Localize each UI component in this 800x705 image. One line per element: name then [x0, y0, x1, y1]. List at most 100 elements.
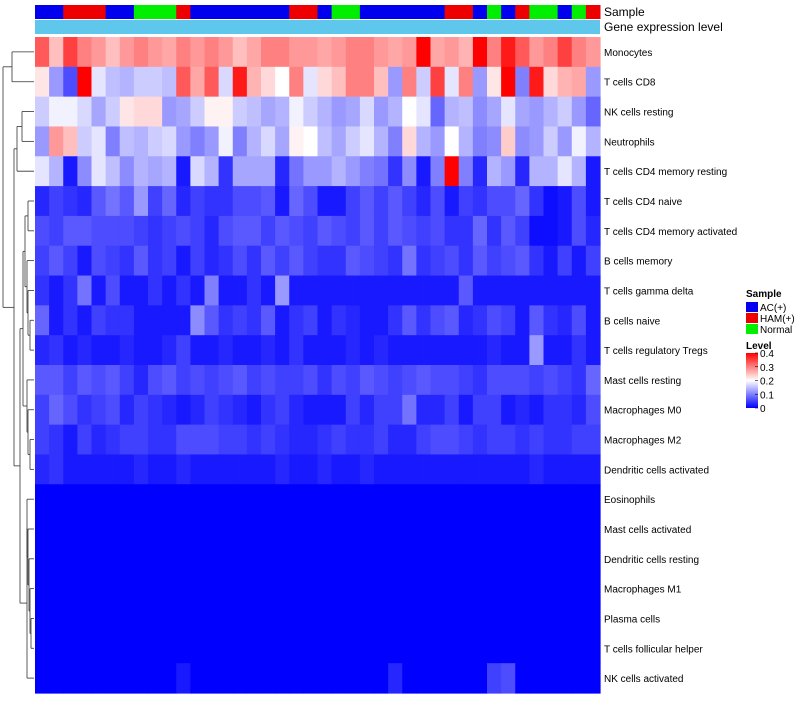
heatmap-cell: [246, 245, 262, 277]
heatmap-cell: [585, 275, 601, 306]
heatmap-cell: [246, 514, 262, 545]
heatmap-cell: [91, 543, 107, 575]
heatmap-cell: [331, 186, 347, 217]
heatmap-cell: [515, 514, 530, 545]
heatmap-cell: [458, 245, 474, 277]
heatmap-cell: [345, 96, 361, 128]
heatmap-cell: [218, 394, 234, 426]
heatmap-cell: [501, 245, 516, 277]
heatmap-cell: [430, 543, 446, 575]
heatmap-cell: [430, 633, 446, 664]
heatmap-cell: [487, 275, 502, 306]
heatmap-cell: [317, 365, 333, 396]
heatmap-cell: [416, 454, 432, 485]
heatmap-cell: [218, 514, 234, 545]
row-label: T cells CD4 memory activated: [604, 227, 737, 238]
heatmap-cell: [585, 126, 601, 157]
heatmap-cell: [162, 543, 177, 575]
heatmap-cell: [374, 275, 389, 306]
heatmap-cell: [374, 573, 389, 605]
heatmap-cell: [317, 156, 333, 187]
heatmap-cell: [557, 484, 573, 515]
heatmap-cell: [105, 156, 121, 187]
heatmap-cell: [232, 663, 248, 694]
heatmap-cell: [246, 365, 262, 396]
row-label: Plasma cells: [604, 614, 660, 625]
heatmap-cell: [430, 186, 446, 217]
heatmap-cell: [275, 335, 290, 366]
heatmap-cell: [303, 215, 319, 247]
heatmap-cell: [148, 573, 163, 605]
heatmap-cell: [359, 37, 375, 68]
heatmap-cell: [119, 603, 135, 634]
heatmap-cell: [232, 543, 248, 575]
heatmap-cell: [359, 424, 375, 456]
heatmap-cell: [204, 96, 220, 128]
heatmap-cell: [388, 603, 403, 634]
heatmap-cell: [289, 37, 304, 68]
heatmap-cell: [543, 365, 559, 396]
sample-cell: [289, 5, 304, 19]
heatmap-cell: [77, 156, 93, 187]
sample-cell: [176, 5, 191, 19]
heatmap-cell: [148, 633, 163, 664]
heatmap-cell: [374, 37, 389, 68]
expression-annotation-label: Gene expression level: [604, 20, 723, 34]
heatmap-cell: [416, 96, 432, 128]
heatmap-cell: [416, 394, 432, 426]
heatmap-cell: [543, 424, 559, 456]
heatmap-cell: [162, 245, 177, 277]
heatmap-cell: [430, 126, 446, 157]
heatmap-cell: [119, 37, 135, 68]
heatmap-cell: [585, 156, 601, 187]
heatmap-cell: [345, 275, 361, 306]
heatmap-cell: [35, 573, 50, 605]
heatmap-cell: [289, 215, 304, 247]
heatmap-cell: [571, 37, 587, 68]
heatmap-cell: [133, 215, 149, 247]
heatmap-cell: [501, 454, 516, 485]
heatmap-cell: [133, 543, 149, 575]
heatmap-cell: [543, 663, 559, 694]
heatmap-cell: [35, 603, 50, 634]
heatmap-cell: [176, 156, 191, 187]
heatmap-cell: [444, 66, 460, 98]
heatmap-cell: [543, 186, 559, 217]
heatmap-cell: [487, 514, 502, 545]
heatmap-cell: [218, 245, 234, 277]
heatmap-cell: [204, 543, 220, 575]
heatmap-cell: [176, 394, 191, 426]
heatmap-cell: [487, 37, 502, 68]
heatmap-cell: [49, 365, 64, 396]
heatmap-cell: [529, 573, 545, 605]
heatmap-cell: [430, 514, 446, 545]
heatmap-cell: [133, 484, 149, 515]
heatmap-cell: [529, 275, 545, 306]
heatmap-cell: [190, 633, 206, 664]
row-label: NK cells activated: [604, 674, 683, 685]
heatmap-cell: [162, 66, 177, 98]
heatmap-cell: [190, 66, 206, 98]
heatmap-cell: [543, 543, 559, 575]
heatmap-cell: [162, 603, 177, 634]
row-label: B cells naive: [604, 316, 661, 327]
heatmap-cell: [133, 365, 149, 396]
heatmap-cell: [49, 543, 64, 575]
sample-cell: [77, 5, 92, 19]
heatmap-cell: [77, 245, 93, 277]
heatmap-cell: [261, 454, 276, 485]
heatmap-cell: [133, 186, 149, 217]
heatmap-cell: [416, 514, 432, 545]
heatmap-cell: [105, 365, 121, 396]
heatmap-cell: [416, 484, 432, 515]
heatmap-cell: [35, 37, 50, 68]
heatmap-cell: [331, 156, 347, 187]
heatmap-cell: [529, 215, 545, 247]
heatmap-cell: [402, 365, 417, 396]
heatmap-cell: [105, 633, 121, 664]
heatmap-cell: [585, 245, 601, 277]
heatmap-cell: [133, 126, 149, 157]
heatmap-cell: [91, 663, 107, 694]
heatmap-cell: [571, 186, 587, 217]
row-label: Eosinophils: [604, 495, 655, 506]
